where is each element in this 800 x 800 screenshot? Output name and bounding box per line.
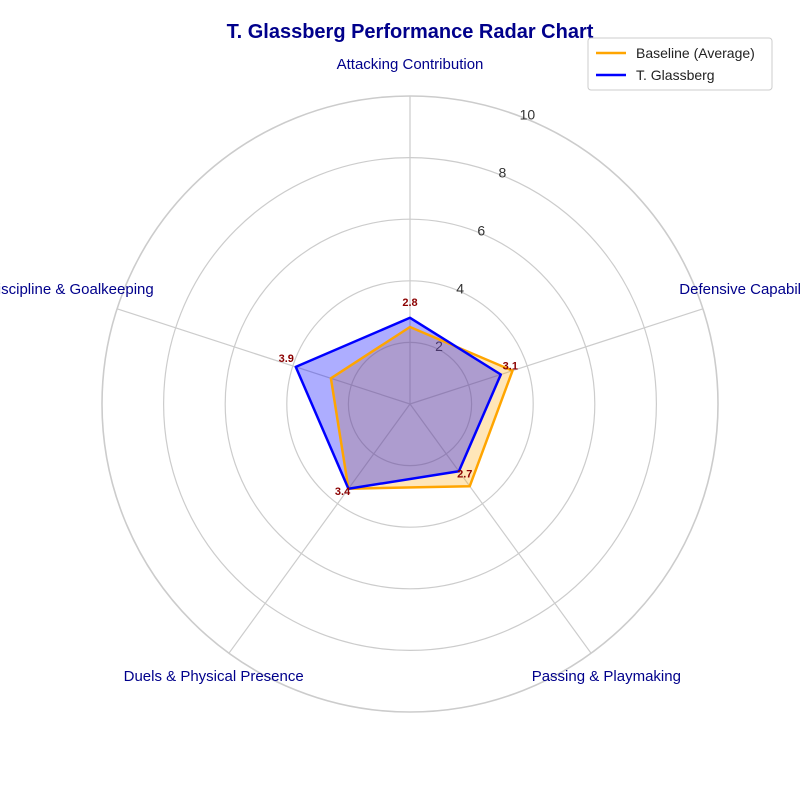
- data-label-1: 3.1: [503, 360, 518, 372]
- series-fill-0: [330, 327, 513, 489]
- category-label-1: Defensive Capability: [679, 281, 800, 298]
- r-tick-label-10: 10: [520, 107, 536, 123]
- data-label-4: 3.9: [279, 353, 294, 365]
- data-label-0: 2.8: [402, 297, 417, 309]
- series-fill-1: [295, 317, 501, 489]
- legend: Baseline (Average) T. Glassberg: [587, 37, 773, 91]
- r-tick-label-2: 2: [435, 338, 443, 354]
- spoke-4: [116, 308, 411, 405]
- data-label-2: 2.7: [457, 468, 472, 480]
- series-line-1: [294, 316, 503, 490]
- r-tick-label-4: 4: [456, 280, 464, 296]
- spoke-3: [228, 403, 411, 654]
- legend-label-glassberg: T. Glassberg: [636, 67, 715, 83]
- radar-grid: 2 4 6 8 10: [101, 95, 719, 713]
- category-label-4: Discipline & Goalkeeping: [0, 281, 154, 298]
- category-label-0: Attacking Contribution: [337, 56, 484, 73]
- legend-frame: [587, 37, 773, 91]
- data-label-3: 3.4: [335, 486, 351, 498]
- chart-title: T. Glassberg Performance Radar Chart: [227, 21, 594, 43]
- r-tick-label-8: 8: [498, 165, 506, 181]
- radar-labels: Attacking Contribution Defensive Capabili…: [0, 56, 800, 685]
- spoke-1: [409, 308, 704, 405]
- series-line-0: [329, 325, 514, 490]
- radar-series: [294, 316, 514, 490]
- spoke-2: [409, 403, 592, 654]
- category-label-3: Duels & Physical Presence: [124, 668, 304, 685]
- r-tick-label-6: 6: [477, 222, 485, 238]
- category-label-2: Passing & Playmaking: [532, 668, 681, 685]
- legend-label-baseline: Baseline (Average): [636, 45, 755, 61]
